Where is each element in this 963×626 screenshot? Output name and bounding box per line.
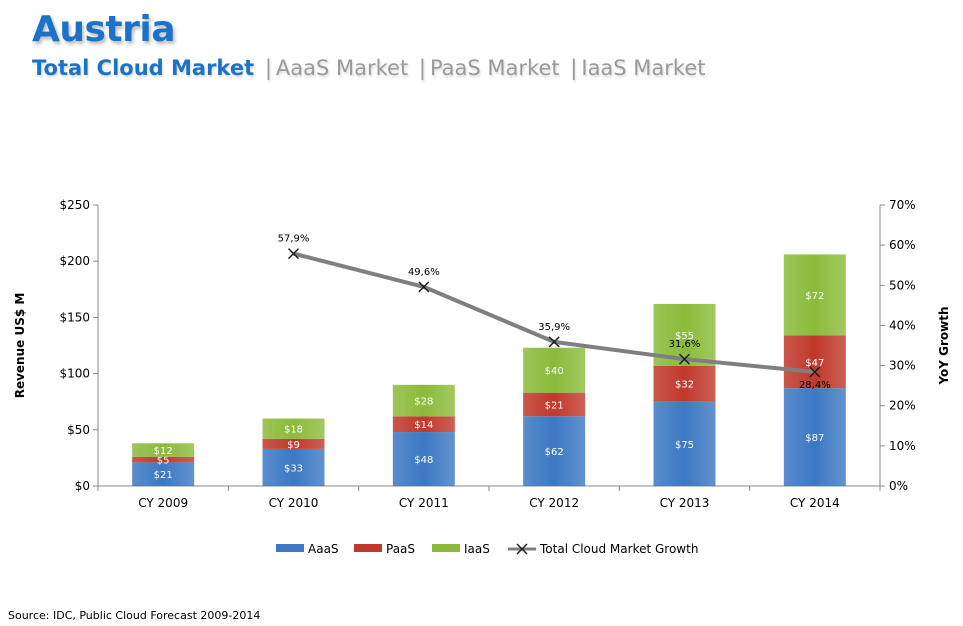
bar-paas <box>392 416 455 433</box>
tab-aaas-market[interactable]: AaaS Market <box>275 56 409 80</box>
growth-marker <box>288 248 299 260</box>
legend-swatch-paas <box>354 544 382 552</box>
growth-marker <box>809 366 821 378</box>
bar-iaas <box>262 418 325 439</box>
country-title: Austria <box>32 9 176 50</box>
tab-separator: | <box>570 56 578 80</box>
x-tick-label: CY 2009 <box>138 496 188 510</box>
bar-label-iaas: $40 <box>545 366 564 377</box>
bar-label-aaas: $87 <box>805 433 824 444</box>
legend-label-growth: Total Cloud Market Growth <box>539 542 698 556</box>
tab-separator: | <box>418 56 426 80</box>
growth-label: 57,9% <box>278 234 310 245</box>
bar-label-paas: $5 <box>157 456 170 467</box>
chart-header: Austria Total Cloud Market | AaaS Market … <box>32 8 706 82</box>
tab-total-cloud-market[interactable]: Total Cloud Market <box>32 56 255 80</box>
y-axis-title-right: YoY Growth <box>937 306 951 385</box>
bar-aaas <box>653 401 716 486</box>
growth-marker <box>679 353 690 365</box>
y-tick-label-right: 20% <box>889 399 916 413</box>
bar-aaas <box>392 432 455 486</box>
bar-paas <box>523 392 586 417</box>
bar-iaas <box>783 254 846 336</box>
growth-marker <box>548 336 560 348</box>
bar-paas <box>783 335 846 389</box>
x-tick-label: CY 2013 <box>660 496 710 510</box>
legend-swatch-iaas <box>432 544 460 552</box>
bar-aaas <box>262 448 325 486</box>
bar-paas <box>262 438 325 449</box>
bar-label-aaas: $75 <box>675 440 694 451</box>
bar-label-paas: $14 <box>414 420 433 431</box>
y-tick-label-right: 70% <box>889 198 916 212</box>
growth-label: 28,4% <box>799 380 831 391</box>
bar-label-paas: $9 <box>287 440 300 451</box>
y-tick-label-right: 10% <box>889 439 916 453</box>
legend-label-iaas: IaaS <box>464 542 490 556</box>
legend-label-aaas: AaaS <box>308 542 339 556</box>
y-tick-label-left: $100 <box>59 367 90 381</box>
y-tick-label-left: $50 <box>67 423 90 437</box>
x-tick-label: CY 2011 <box>399 496 449 510</box>
bar-iaas <box>523 347 586 393</box>
y-axis-title-left: Revenue US$ M <box>13 293 27 399</box>
bar-aaas <box>523 416 586 486</box>
growth-label: 31,6% <box>669 339 701 350</box>
bar-label-iaas: $55 <box>675 331 694 342</box>
legend-label-paas: PaaS <box>386 542 415 556</box>
source-note: Source: IDC, Public Cloud Forecast 2009-… <box>8 609 261 622</box>
x-tick-label: CY 2010 <box>269 496 319 510</box>
bar-iaas <box>132 443 195 457</box>
bar-label-paas: $47 <box>805 358 824 369</box>
y-tick-label-left: $0 <box>75 479 90 493</box>
x-tick-label: CY 2012 <box>529 496 579 510</box>
bar-paas <box>132 456 195 463</box>
growth-label: 35,9% <box>538 322 570 333</box>
legend-swatch-aaas <box>276 544 304 552</box>
growth-marker <box>418 281 430 293</box>
tab-separator: | <box>264 56 272 80</box>
growth-label: 49,6% <box>408 267 440 278</box>
y-tick-label-right: 30% <box>889 359 916 373</box>
y-tick-label-right: 60% <box>889 238 916 252</box>
x-tick-label: CY 2014 <box>790 496 840 510</box>
y-tick-label-right: 50% <box>889 278 916 292</box>
bar-label-iaas: $72 <box>805 291 824 302</box>
y-tick-label-left: $250 <box>59 198 90 212</box>
bar-aaas <box>783 388 846 486</box>
bar-label-aaas: $33 <box>284 463 303 474</box>
market-tabs: Total Cloud Market | AaaS Market | PaaS Ma… <box>32 54 706 82</box>
bar-paas <box>653 365 716 402</box>
bar-label-aaas: $21 <box>154 470 173 481</box>
bar-label-iaas: $18 <box>284 425 303 436</box>
bar-label-iaas: $12 <box>154 446 173 457</box>
bar-label-paas: $21 <box>545 401 564 412</box>
y-tick-label-left: $150 <box>59 310 90 324</box>
bar-label-paas: $32 <box>675 380 694 391</box>
bar-iaas <box>392 384 455 417</box>
y-tick-label-left: $200 <box>59 254 90 268</box>
tab-paas-market[interactable]: PaaS Market <box>429 56 560 80</box>
y-tick-label-right: 40% <box>889 318 916 332</box>
legend-marker-growth <box>516 543 528 555</box>
bar-label-aaas: $62 <box>545 447 564 458</box>
y-tick-label-right: 0% <box>889 479 908 493</box>
bar-label-aaas: $48 <box>414 455 433 466</box>
bar-aaas <box>132 462 195 486</box>
bar-label-iaas: $28 <box>414 397 433 408</box>
tab-iaas-market[interactable]: IaaS Market <box>581 56 706 80</box>
